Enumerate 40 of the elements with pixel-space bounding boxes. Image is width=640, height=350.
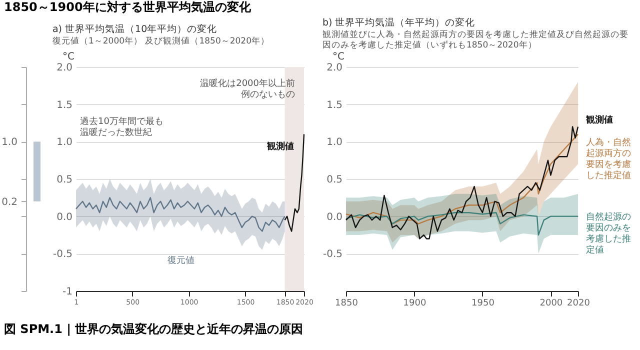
y-tick-label: -0.5 [52,249,72,260]
line-series [345,212,579,236]
y-tick-label: 1.0 [2,137,18,148]
y-tick-label: 1.0 [56,137,72,148]
y-tick-label: 1.5 [56,100,72,111]
y-tick-label: 2.0 [56,62,72,74]
y-tick-label: 0.5 [326,174,342,186]
line-series [345,134,579,224]
y-tick-label: -1 [62,286,72,298]
x-tick-label: 1850 [335,298,358,308]
x-tick-label: 1900 [403,298,426,308]
annotation: 温暖化は2000年以上前例のないもの [200,78,295,100]
text: 図 SPM.1 | 世界の気温変化の歴史と近年の昇温の原因 [4,321,304,338]
text: 復元値 [167,255,194,266]
series-label: 自然起源の要因のみを考慮した推定値 [586,211,631,256]
x-tick-label: 1950 [472,298,495,308]
series-label: 観測値 [266,141,294,152]
series-label: 人為・自然起源両方の要因を考慮した推定値 [586,137,631,182]
y-tick-label: 0.0 [326,212,342,223]
text: 1850～1900年に対する世界平均気温の変化 [3,0,252,14]
chart-title: b) 世界平均気温（年平均）の変化 [322,16,476,28]
y-axis-title: °C [62,52,75,62]
chart-title: a) 世界平均気温（10年平均）の変化 [52,23,218,35]
line-series [75,197,286,232]
y-tick-label: 1.0 [326,137,342,148]
chart-subtitle: 観測値並びに人為・自然起源両方の要因を考慮した推定値及び自然起源の要因のみを考慮した推定値（いずれも1850～2020年） [322,29,628,50]
y-tick-label: -0.5 [322,249,342,260]
y-tick-label: 0.5 [56,174,72,186]
y-axis-title: °C [332,52,345,62]
annotation: 過去10万年間で最も温暖だった数世紀 [80,116,164,138]
y-tick-label: 0.2 [2,196,18,208]
y-tick-label: 2.0 [326,62,342,74]
y-tick-label: 0.0 [56,212,72,223]
line-series [284,134,305,232]
x-tick-label: 2000 [540,298,563,308]
chart-subtitle: 復元値（1～2000年） 及び観測値（1850～2020年） [52,36,270,46]
y-tick-label: 1.5 [326,100,342,111]
x-tick-label: 2020 [567,298,590,308]
line-series [345,126,579,240]
series-label: 観測値 [585,114,613,126]
